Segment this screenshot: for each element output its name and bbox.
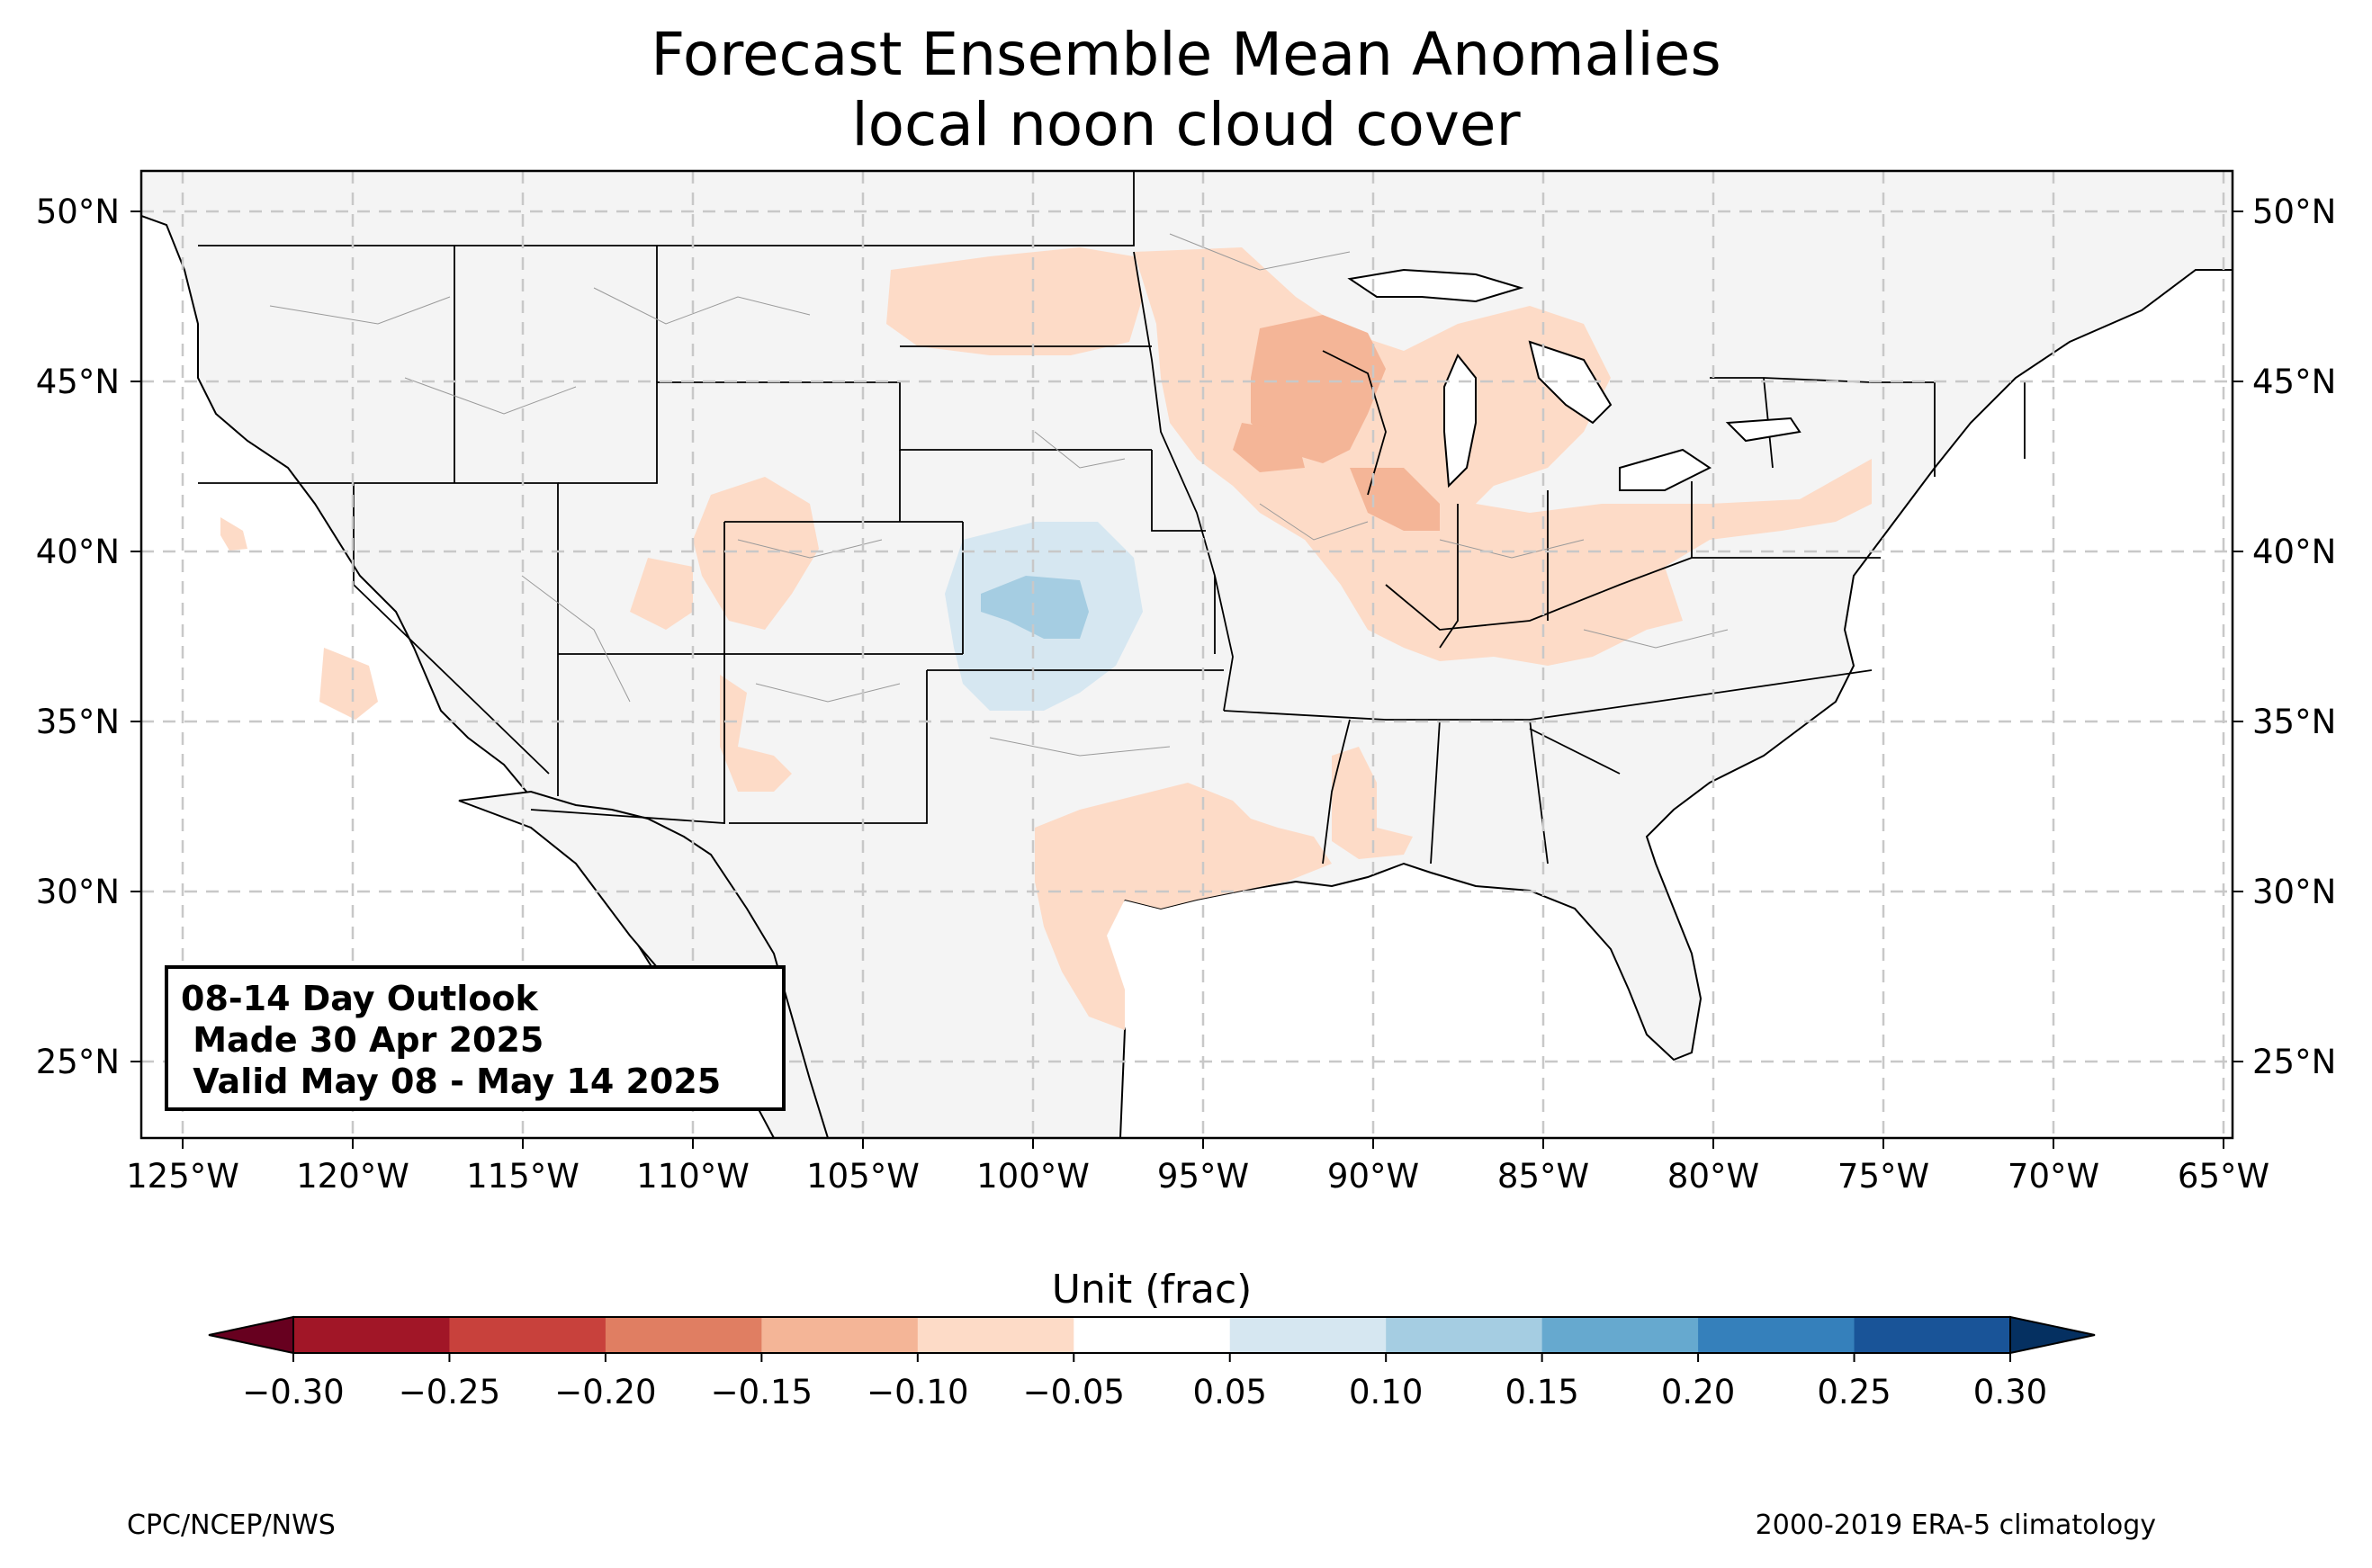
colorbar-tick-label: 0.05 bbox=[1193, 1373, 1267, 1411]
lat-axis-left: 25°N 30°N 35°N 40°N 45°N 50°N bbox=[36, 193, 141, 1081]
colorbar-segment bbox=[1229, 1317, 1387, 1353]
lon-tick: 95°W bbox=[1157, 1157, 1249, 1196]
colorbar-segment bbox=[761, 1317, 919, 1353]
colorbar-tick-label: 0.10 bbox=[1349, 1373, 1423, 1411]
colorbar-tick-label: 0.30 bbox=[1973, 1373, 2047, 1411]
lon-tick: 90°W bbox=[1327, 1157, 1419, 1196]
colorbar-segment bbox=[449, 1317, 606, 1353]
lat-tick-right: 35°N bbox=[2252, 703, 2336, 741]
lon-axis: 125°W 120°W 115°W 110°W 105°W 100°W 95°W… bbox=[126, 1138, 2269, 1196]
colorbar-under-arrow bbox=[208, 1315, 294, 1355]
lat-tick-left: 40°N bbox=[36, 533, 120, 571]
colorbar-tick-label: 0.25 bbox=[1817, 1373, 1891, 1411]
lat-tick-left: 45°N bbox=[36, 363, 120, 401]
colorbar-frame bbox=[292, 1316, 2011, 1354]
outlook-info-box: 08-14 Day Outlook Made 30 Apr 2025 Valid… bbox=[165, 965, 786, 1111]
colorbar-segment bbox=[293, 1317, 450, 1353]
lon-tick: 100°W bbox=[976, 1157, 1090, 1196]
colorbar-label: Unit (frac) bbox=[1051, 1267, 1253, 1313]
colorbar-segment bbox=[1074, 1317, 1231, 1353]
lon-tick: 70°W bbox=[2008, 1157, 2099, 1196]
colorbar-segment bbox=[605, 1317, 762, 1353]
colorbar-tick-label: 0.20 bbox=[1661, 1373, 1735, 1411]
county-boundaries bbox=[269, 233, 1729, 757]
lon-tick: 110°W bbox=[636, 1157, 750, 1196]
lat-tick-left: 25°N bbox=[36, 1043, 120, 1081]
lon-tick: 125°W bbox=[126, 1157, 239, 1196]
footer-source: CPC/NCEP/NWS bbox=[127, 1510, 336, 1541]
map-panel bbox=[141, 171, 2233, 1138]
lon-tick: 80°W bbox=[1667, 1157, 1759, 1196]
lat-tick-right: 25°N bbox=[2252, 1043, 2336, 1081]
lat-tick-right: 40°N bbox=[2252, 533, 2336, 571]
outlook-line-2: Made 30 Apr 2025 bbox=[181, 1020, 544, 1060]
chart-title: Forecast Ensemble Mean Anomalies local n… bbox=[0, 20, 2372, 160]
lon-tick: 75°W bbox=[1837, 1157, 1929, 1196]
map-frame bbox=[139, 169, 2234, 1140]
footer-climatology: 2000-2019 ERA-5 climatology bbox=[1755, 1510, 2156, 1541]
lon-tick: 85°W bbox=[1497, 1157, 1589, 1196]
colorbar-segment bbox=[917, 1317, 1074, 1353]
outlook-line-3: Valid May 08 - May 14 2025 bbox=[181, 1062, 722, 1101]
lat-tick-right: 50°N bbox=[2252, 193, 2336, 231]
lat-tick-left: 35°N bbox=[36, 703, 120, 741]
colorbar-segment bbox=[1854, 1317, 2011, 1353]
lon-tick: 65°W bbox=[2178, 1157, 2269, 1196]
colorbar-tick-label: −0.05 bbox=[1023, 1373, 1125, 1411]
colorbar-tick-label: −0.25 bbox=[399, 1373, 500, 1411]
colorbar: −0.30 −0.25 −0.20 −0.15 −0.10 −0.05 0.05 0.10 0.… bbox=[208, 1315, 2096, 1411]
title-line-1: Forecast Ensemble Mean Anomalies bbox=[651, 20, 1721, 89]
positive-anomaly-medium bbox=[981, 576, 1089, 639]
colorbar-tick-label: 0.15 bbox=[1505, 1373, 1578, 1411]
colorbar-segment bbox=[1541, 1317, 1699, 1353]
colorbar-tick-label: −0.10 bbox=[867, 1373, 968, 1411]
lat-tick-left: 50°N bbox=[36, 193, 120, 231]
colorbar-over-arrow bbox=[2009, 1315, 2096, 1355]
colorbar-tick-label: −0.30 bbox=[242, 1373, 344, 1411]
colorbar-tick-label: −0.15 bbox=[711, 1373, 813, 1411]
lat-tick-left: 30°N bbox=[36, 873, 120, 911]
title-line-2: local noon cloud cover bbox=[851, 90, 1521, 159]
outlook-line-1: 08-14 Day Outlook bbox=[181, 979, 538, 1018]
lat-tick-right: 30°N bbox=[2252, 873, 2336, 911]
lon-tick: 115°W bbox=[466, 1157, 580, 1196]
colorbar-segment bbox=[1386, 1317, 1543, 1353]
lon-tick: 105°W bbox=[806, 1157, 920, 1196]
lat-axis-right: 25°N 30°N 35°N 40°N 45°N 50°N bbox=[2233, 193, 2336, 1081]
lon-tick: 120°W bbox=[296, 1157, 409, 1196]
colorbar-tick-label: −0.20 bbox=[554, 1373, 656, 1411]
lat-tick-right: 45°N bbox=[2252, 363, 2336, 401]
colorbar-segment bbox=[1698, 1317, 1855, 1353]
